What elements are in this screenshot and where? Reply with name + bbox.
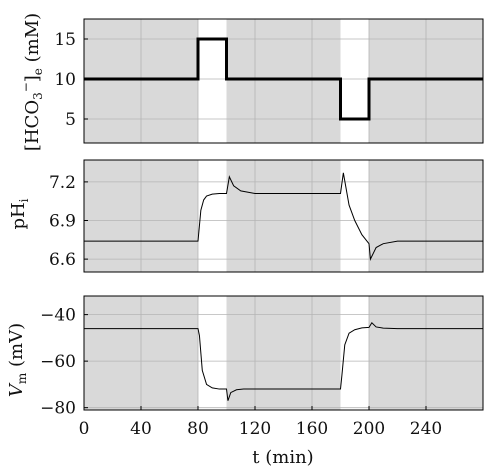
xtick-label: 80	[187, 419, 209, 439]
series-line-pHi	[84, 172, 483, 261]
panel-vm: −80 −60 −40 0 40 80 120 160 200 240	[40, 295, 484, 439]
plot-frame	[83, 159, 484, 273]
xtick-label: 240	[410, 419, 442, 439]
ytick-label: 6.6	[49, 250, 76, 270]
plot-frame	[83, 18, 484, 144]
xtick-label: 200	[353, 419, 385, 439]
ylabel-phi: pHi	[8, 198, 31, 229]
xtick-label: 160	[296, 419, 328, 439]
ytick-label: 7.2	[49, 173, 76, 193]
ylabel-vm: Vm (mV)	[6, 323, 29, 397]
ytick-label: 10	[54, 70, 76, 90]
xtick-label: 120	[239, 419, 271, 439]
xlabel: t (min)	[252, 447, 313, 468]
ytick-label: −80	[40, 399, 76, 419]
series-line-Vm	[84, 321, 483, 401]
plot-frame	[83, 295, 484, 411]
ytick-label: 5	[65, 110, 76, 130]
ytick-label: 15	[54, 30, 76, 50]
panel-phi: 6.6 6.9 7.2	[49, 159, 484, 273]
ylabel-bicarbonate: [HCO3−]e (mM)	[19, 13, 45, 151]
series-line-bicarbonate	[84, 37, 483, 121]
ytick-label: −40	[40, 306, 76, 326]
xtick-label: 40	[130, 419, 152, 439]
ytick-label: 6.9	[49, 212, 76, 232]
shaded-region-1	[226, 160, 341, 272]
shaded-region-1	[226, 296, 341, 410]
ytick-label: −60	[40, 352, 76, 372]
shaded-region-1	[226, 19, 341, 143]
panel-bicarbonate: 5 10 15	[54, 18, 484, 144]
xtick-label: 0	[79, 419, 90, 439]
